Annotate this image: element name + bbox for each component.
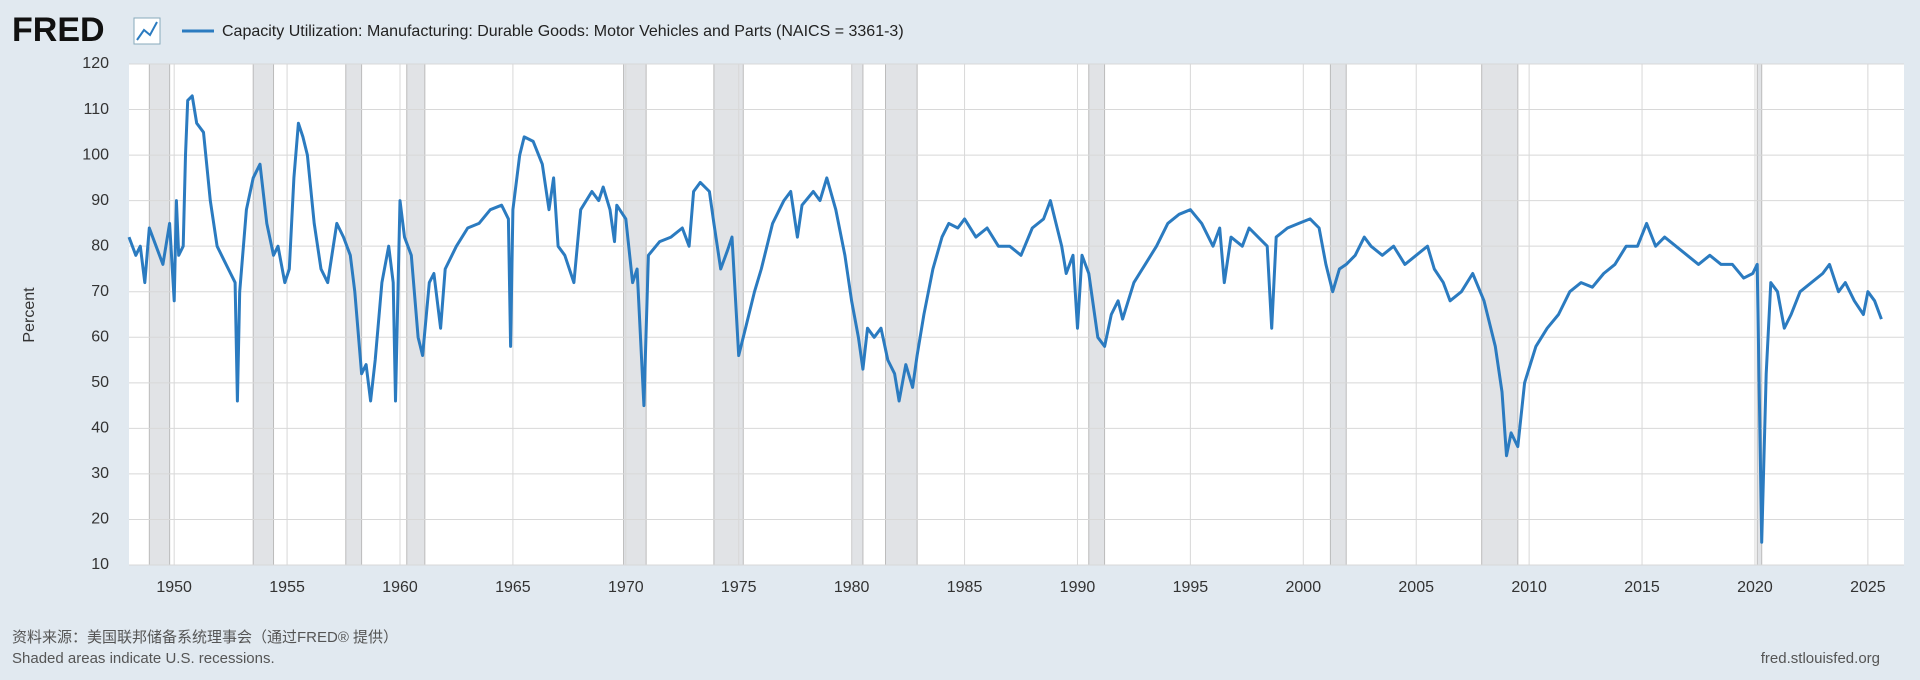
x-tick-label: 1990: [1060, 579, 1096, 596]
y-tick-label: 70: [91, 283, 109, 300]
y-tick-label: 30: [91, 465, 109, 482]
recession: [623, 63, 647, 566]
x-tick-label: 1950: [156, 579, 192, 596]
note: Shaded areas indicate U.S. recessions.: [12, 650, 275, 667]
x-tick-label: 2010: [1511, 579, 1547, 596]
logo: FRED: [12, 11, 105, 49]
x-tick-label: 2000: [1286, 579, 1322, 596]
x-tick-label: 1995: [1173, 579, 1209, 596]
recession: [252, 63, 275, 566]
y-tick-label: 110: [83, 101, 109, 118]
url: fred.stlouisfed.org: [1761, 650, 1880, 667]
x-tick-label: 2020: [1737, 579, 1773, 596]
x-tick-label: 2025: [1850, 579, 1886, 596]
recession: [345, 63, 363, 566]
y-tick-label: 60: [91, 328, 109, 345]
y-tick-label: 20: [91, 511, 109, 528]
recession: [885, 63, 918, 566]
logo-icon-line: [136, 21, 158, 41]
x-tick-label: 1970: [608, 579, 644, 596]
recession: [148, 63, 171, 566]
y-tick-label: 40: [91, 420, 109, 437]
source: 资料来源：美国联邦储备系统理事会（通过FRED® 提供）: [12, 629, 398, 646]
x-tick-label: 2005: [1398, 579, 1434, 596]
y-tick-label: 100: [82, 146, 109, 163]
x-tick-label: 1965: [495, 579, 531, 596]
y-axis-label: Percent: [21, 287, 38, 343]
y-tick-label: 50: [91, 374, 109, 391]
y-tick-label: 80: [91, 237, 109, 254]
x-tick-label: 2015: [1624, 579, 1660, 596]
x-tick-label: 1960: [382, 579, 418, 596]
x-tick-label: 1975: [721, 579, 757, 596]
recession: [1088, 63, 1106, 566]
y-tick-label: 90: [91, 192, 109, 209]
series-line: [127, 94, 1883, 544]
y-tick-label: 10: [91, 556, 109, 573]
x-tick-label: 1955: [269, 579, 305, 596]
x-tick-label: 1985: [947, 579, 983, 596]
recession: [1329, 63, 1347, 566]
x-tick-label: 1980: [834, 579, 870, 596]
y-tick-label: 120: [82, 55, 109, 72]
legend-label: Capacity Utilization: Manufacturing: Dur…: [222, 23, 904, 40]
